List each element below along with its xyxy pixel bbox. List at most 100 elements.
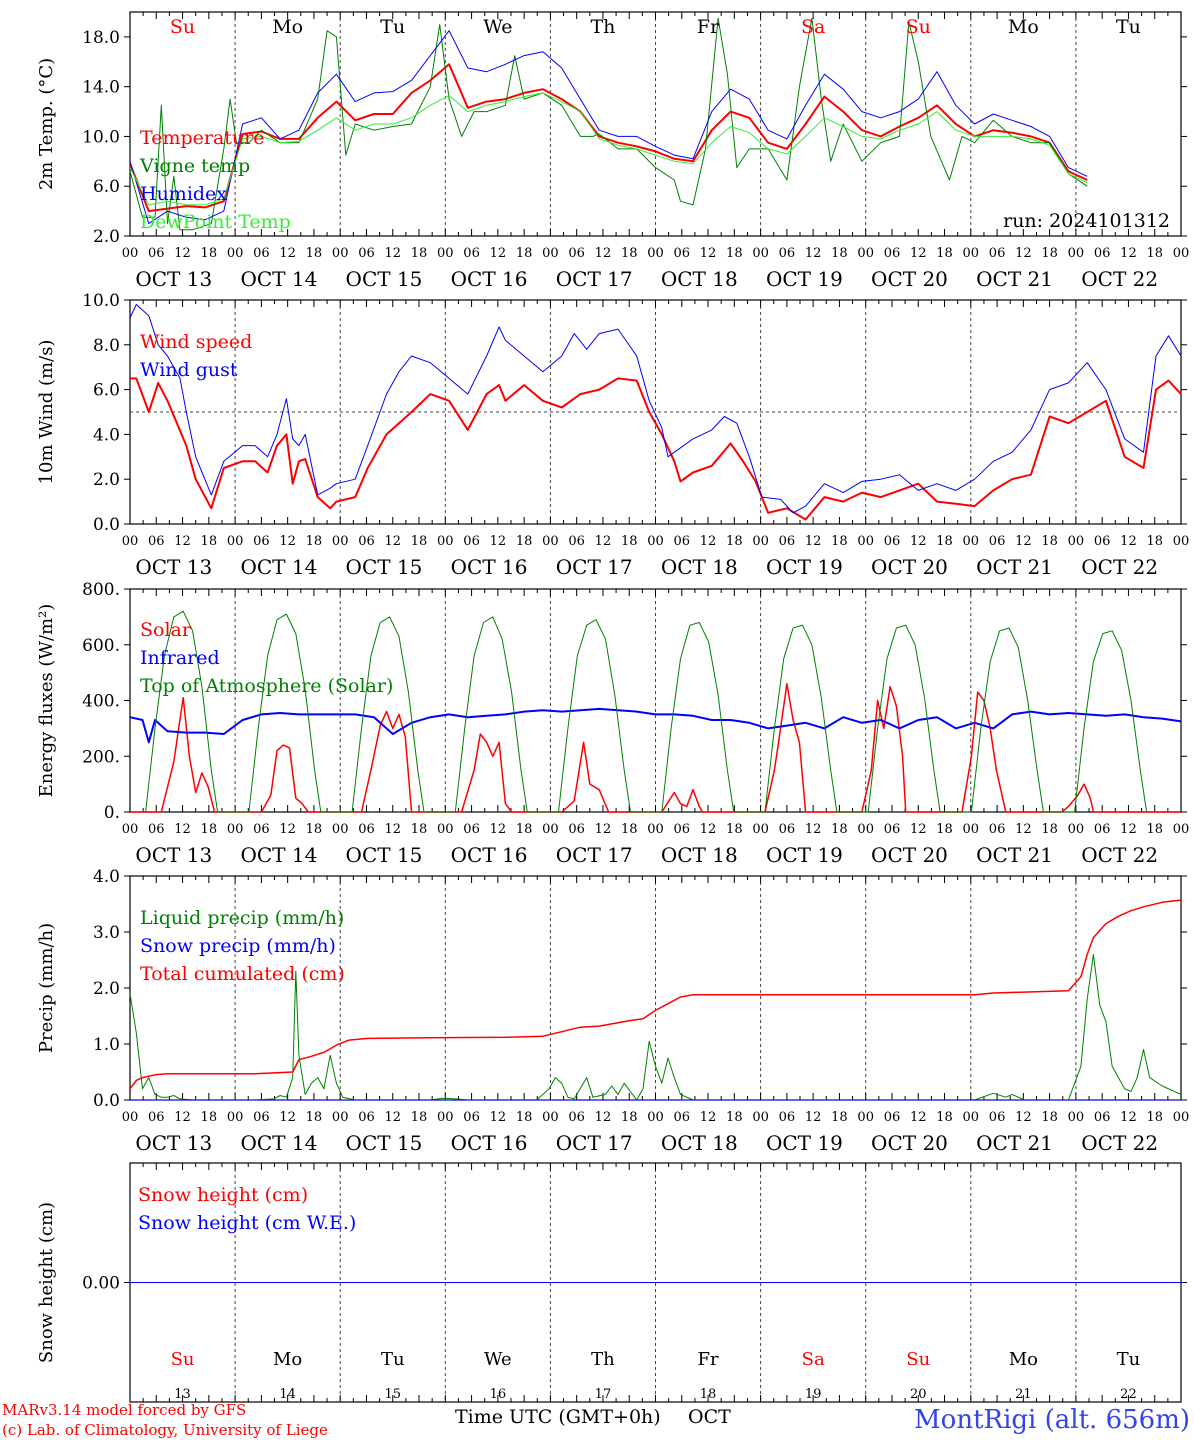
day-number: 18 (700, 1387, 717, 1402)
hour-label: 12 (805, 1110, 822, 1125)
hour-label: 06 (779, 534, 796, 549)
hour-label: 06 (148, 534, 165, 549)
hour-label: 12 (910, 246, 927, 261)
panel-1: 2.0 6.0 10.0 14.0 18.0 2m Temp. (°C) (36, 11, 1187, 247)
hour-label: 00 (1173, 1110, 1190, 1125)
day-number: 19 (805, 1387, 822, 1402)
hour-label: 00 (963, 534, 980, 549)
hour-label: 18 (1041, 246, 1058, 261)
hour-label: 18 (1146, 246, 1163, 261)
legend-entry: Snow precip (mm/h) (140, 935, 336, 957)
hour-label: 06 (358, 822, 375, 837)
run-label: run: 2024101312 (1003, 210, 1170, 232)
date-label: OCT 17 (556, 267, 633, 291)
day-abbr-bottom: Mo (1009, 1349, 1038, 1370)
hour-label: 12 (174, 246, 191, 261)
date-label: OCT 14 (240, 267, 317, 291)
hour-label: 12 (805, 822, 822, 837)
hour-label: 06 (779, 246, 796, 261)
series-wind-gust (129, 304, 1182, 514)
day-abbr-top: Mo (1008, 16, 1039, 38)
y-tick-label: 0.0 (93, 1091, 120, 1111)
hour-label: 12 (384, 822, 401, 837)
hour-label: 00 (1068, 534, 1085, 549)
date-label: OCT 14 (240, 555, 317, 579)
hour-label: 06 (779, 1110, 796, 1125)
date-label: OCT 16 (451, 267, 528, 291)
hour-label: 18 (306, 822, 323, 837)
y-axis-label: Energy fluxes (W/m²) (36, 604, 57, 798)
hour-label: 18 (936, 1110, 953, 1125)
hour-label: 18 (621, 246, 638, 261)
hour-label: 12 (490, 822, 507, 837)
day-number: 17 (595, 1387, 612, 1402)
hour-label: 00 (122, 822, 139, 837)
hour-label: 06 (779, 822, 796, 837)
hour-label: 00 (857, 822, 874, 837)
hour-label: 18 (201, 1110, 218, 1125)
hour-label: 06 (568, 1110, 585, 1125)
date-label: OCT 19 (766, 555, 843, 579)
date-label: OCT 18 (661, 267, 738, 291)
y-axis-label: Snow height (cm) (36, 1202, 57, 1363)
hour-label: 00 (122, 246, 139, 261)
day-abbr-bottom: Fr (698, 1349, 719, 1370)
date-label: OCT 13 (135, 267, 212, 291)
y-tick-label: 10.0 (82, 127, 120, 147)
hour-label: 12 (700, 246, 717, 261)
day-abbr-top: Su (170, 16, 195, 38)
hour-label: 06 (463, 246, 480, 261)
hour-label: 06 (568, 534, 585, 549)
legend-entry: Snow height (cm) (138, 1184, 308, 1206)
hour-label: 18 (831, 534, 848, 549)
date-label: OCT 21 (976, 843, 1053, 867)
y-tick-label: 18.0 (82, 28, 120, 48)
series-dewpoint-temp (129, 92, 1088, 206)
date-label: OCT 20 (871, 1131, 948, 1155)
hour-label: 12 (595, 534, 612, 549)
legend-entry: Solar (140, 619, 192, 641)
date-label: OCT 13 (135, 1131, 212, 1155)
day-abbr-top: We (483, 16, 512, 38)
hour-label: 18 (516, 246, 533, 261)
hour-label: 00 (437, 246, 454, 261)
y-tick-label: 600. (82, 636, 120, 656)
hour-label: 18 (516, 534, 533, 549)
hour-label: 12 (1015, 246, 1032, 261)
date-label: OCT 19 (766, 843, 843, 867)
hour-label: 06 (1094, 246, 1111, 261)
hour-label: 00 (857, 534, 874, 549)
date-label: OCT 20 (871, 267, 948, 291)
day-abbr-top: Mo (272, 16, 303, 38)
hour-label: 12 (384, 1110, 401, 1125)
hour-label: 12 (1015, 822, 1032, 837)
legend-entry: Wind gust (140, 359, 238, 381)
hour-label: 18 (1146, 534, 1163, 549)
credit-line-1: MARv3.14 model forced by GFS (2, 1401, 246, 1419)
hour-label: 12 (174, 534, 191, 549)
hour-label: 12 (595, 246, 612, 261)
date-label: OCT 22 (1081, 1131, 1158, 1155)
legend-entry: Humidex (140, 183, 227, 205)
y-axis-label: 2m Temp. (°C) (36, 58, 57, 190)
legend-entry: Wind speed (140, 331, 252, 353)
hour-label: 06 (463, 534, 480, 549)
legend-entry: Liquid precip (mm/h) (140, 907, 344, 929)
hour-label: 12 (490, 534, 507, 549)
hour-label: 18 (726, 246, 743, 261)
day-abbr-bottom: Su (906, 1349, 930, 1370)
date-label: OCT 13 (135, 555, 212, 579)
hour-label: 12 (384, 246, 401, 261)
hour-label: 18 (936, 534, 953, 549)
day-abbr-top: Tu (1116, 16, 1141, 38)
y-tick-label: 8.0 (93, 336, 120, 356)
y-tick-label: 4.0 (93, 867, 120, 887)
hour-label: 00 (1173, 246, 1190, 261)
hour-label: 06 (1094, 1110, 1111, 1125)
day-number: 15 (384, 1387, 401, 1402)
date-label: OCT 21 (976, 1131, 1053, 1155)
hour-label: 00 (1173, 534, 1190, 549)
hour-label: 06 (884, 822, 901, 837)
hour-label: 06 (148, 1110, 165, 1125)
hour-label: 06 (674, 246, 691, 261)
